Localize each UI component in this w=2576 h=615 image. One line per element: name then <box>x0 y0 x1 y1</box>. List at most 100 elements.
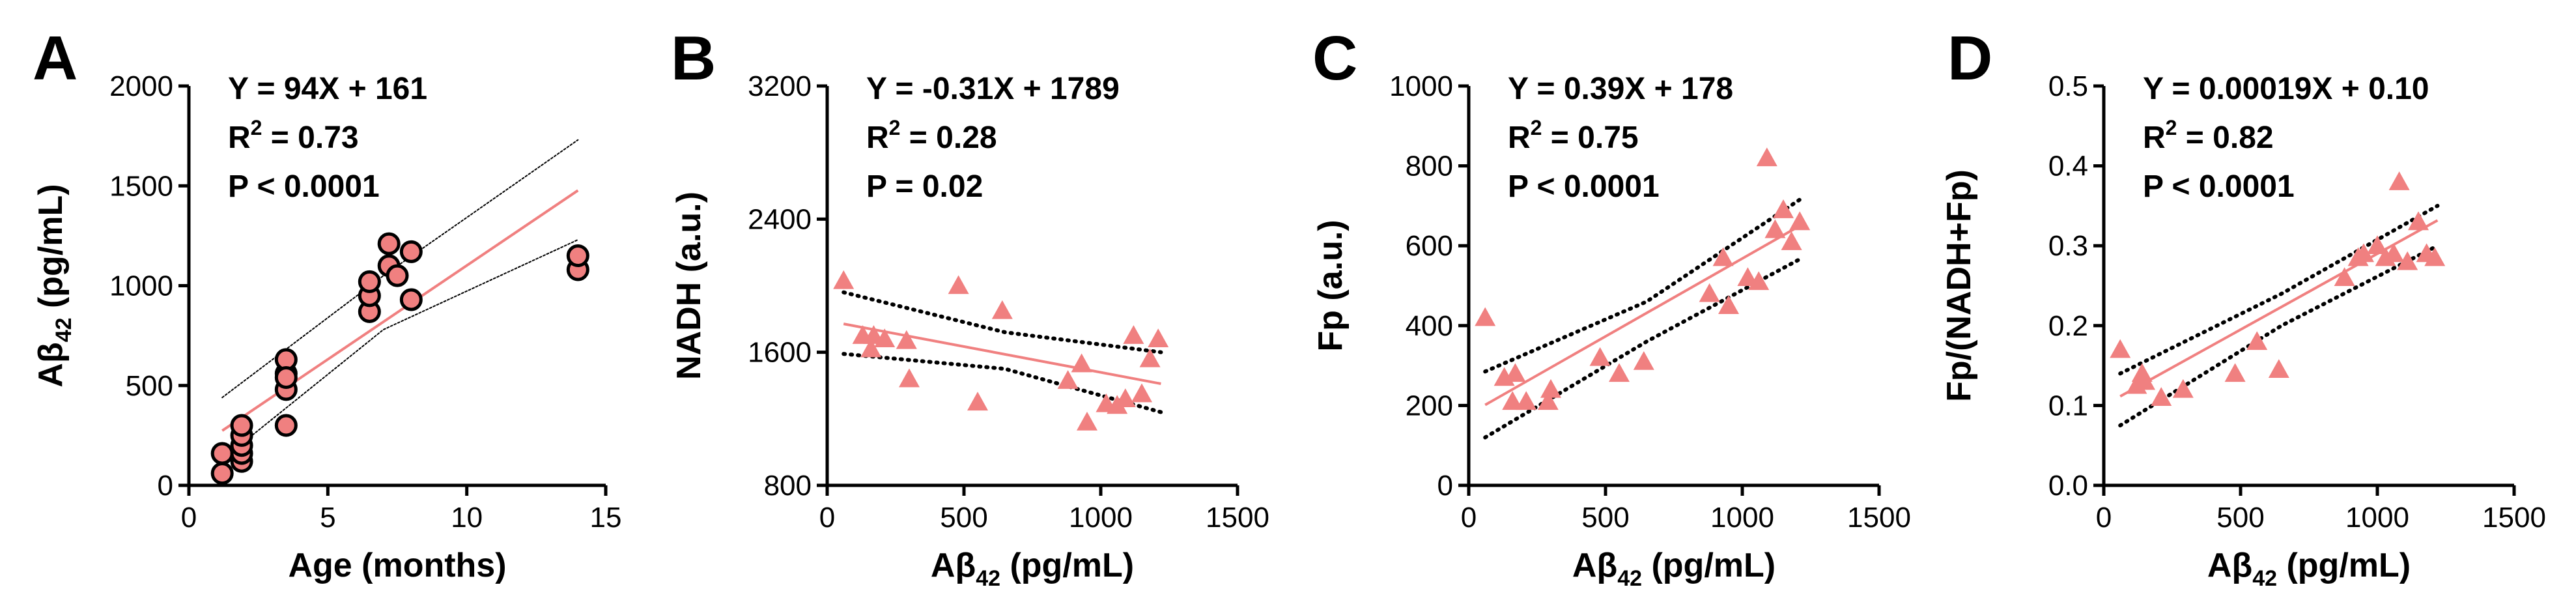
y-tick-label: 2000 <box>109 70 173 102</box>
panel-letter: B <box>671 23 716 93</box>
regression-equation: Y = 94X + 161 <box>228 72 427 106</box>
data-point <box>230 414 253 437</box>
data-point <box>2408 211 2429 231</box>
y-tick-label: 0.1 <box>2048 390 2088 422</box>
regression-line <box>221 189 579 432</box>
data-point <box>1131 383 1152 403</box>
ci-band-lower <box>1483 255 1805 440</box>
data-point <box>2388 171 2410 190</box>
data-point <box>2383 243 2405 263</box>
y-tick-label: 0 <box>1437 470 1453 502</box>
data-point <box>2246 331 2268 350</box>
data-point <box>2224 363 2246 382</box>
data-point <box>2397 251 2418 270</box>
x-tick-label: 0 <box>1461 502 1477 534</box>
data-point <box>2172 379 2194 398</box>
data-point <box>1748 271 1770 291</box>
y-tick-label: 800 <box>764 470 812 502</box>
data-point <box>1516 391 1537 410</box>
x-tick-label: 10 <box>451 502 483 534</box>
data-point <box>566 244 589 268</box>
data-point <box>358 270 381 293</box>
data-point <box>967 392 988 411</box>
x-tick-label: 500 <box>940 502 987 534</box>
x-axis-label: Aβ42 (pg/mL) <box>1572 547 1776 591</box>
data-point <box>2110 339 2131 358</box>
x-tick-label: 15 <box>590 502 622 534</box>
data-point <box>210 462 234 485</box>
data-point <box>1756 147 1777 167</box>
y-tick-label: 1500 <box>109 170 173 202</box>
ci-band-lower <box>221 239 579 461</box>
p-value: P = 0.02 <box>866 169 983 204</box>
data-point <box>1148 328 1169 348</box>
data-point <box>274 414 298 437</box>
x-tick-label: 0 <box>2096 502 2112 534</box>
data-point <box>1077 411 1097 431</box>
r-squared: R2 = 0.28 <box>866 116 997 155</box>
data-point <box>2268 359 2289 379</box>
data-point <box>1502 391 1523 410</box>
data-point <box>1540 379 1561 398</box>
data-point <box>210 442 234 465</box>
r-squared: R2 = 0.75 <box>1508 116 1639 155</box>
data-point <box>1589 347 1611 366</box>
regression-line <box>843 322 1161 385</box>
x-tick-label: 1500 <box>2482 502 2546 534</box>
regression-line <box>1484 223 1804 407</box>
data-point <box>2334 267 2355 287</box>
y-tick-label: 500 <box>126 370 173 402</box>
x-tick-label: 500 <box>1581 502 1629 534</box>
ci-band-upper <box>2118 203 2440 376</box>
x-tick-label: 1500 <box>1847 502 1911 534</box>
panel-d: D 0 500 1000 1500 0.0 0.1 0.2 0.3 0.4 0.5 Aβ42 (pg/… <box>1940 23 2546 591</box>
y-tick-label: 400 <box>1406 310 1453 342</box>
y-tick-label: 1600 <box>748 337 812 369</box>
y-tick-label: 0.0 <box>2048 470 2088 502</box>
x-tick-label: 1000 <box>1710 502 1774 534</box>
y-tick-label: 1000 <box>109 270 173 302</box>
data-point <box>874 328 896 348</box>
y-tick-label: 0.3 <box>2048 230 2088 262</box>
data-point <box>2353 243 2374 263</box>
panel-letter: D <box>1947 23 1992 93</box>
x-axis-label: Aβ42 (pg/mL) <box>931 547 1134 591</box>
r-squared: R2 = 0.73 <box>228 116 359 155</box>
y-tick-label: 0.4 <box>2048 150 2088 182</box>
x-tick-label: 0 <box>181 502 197 534</box>
data-point <box>1537 391 1559 410</box>
x-axis-label: Aβ42 (pg/mL) <box>2207 547 2411 591</box>
data-point <box>1773 199 1794 218</box>
data-point <box>1139 348 1161 367</box>
x-tick-label: 1500 <box>1206 502 1269 534</box>
data-point <box>1071 353 1092 373</box>
p-value: P < 0.0001 <box>228 169 380 204</box>
data-point <box>833 270 855 289</box>
panel-letter: A <box>33 23 78 93</box>
panel-a: A 0 5 10 15 0 500 1000 1500 2000 Age (months) Aβ42 … <box>32 23 621 584</box>
ci-band-upper <box>842 290 1163 354</box>
data-point <box>899 368 920 388</box>
x-tick-label: 1000 <box>1069 502 1133 534</box>
data-point <box>399 240 423 263</box>
data-point <box>991 300 1013 319</box>
data-point <box>2134 371 2155 390</box>
y-axis-label: Fp (a.u.) <box>1312 220 1350 351</box>
data-point <box>1123 325 1144 344</box>
data-point <box>1781 231 1802 250</box>
x-tick-label: 500 <box>2216 502 2264 534</box>
y-tick-label: 0.2 <box>2048 310 2088 342</box>
x-tick-label: 5 <box>320 502 335 534</box>
regression-equation: Y = -0.31X + 1789 <box>866 72 1120 106</box>
data-point <box>1475 307 1496 326</box>
data-point <box>1633 350 1654 370</box>
data-point <box>1789 211 1811 231</box>
p-value: P < 0.0001 <box>1508 169 1660 204</box>
x-tick-label: 1000 <box>2345 502 2409 534</box>
data-point <box>860 338 882 358</box>
y-tick-label: 200 <box>1406 390 1453 422</box>
panel-letter: C <box>1312 23 1357 93</box>
y-tick-label: 0 <box>158 470 173 502</box>
x-axis-label: Age (months) <box>288 547 506 584</box>
